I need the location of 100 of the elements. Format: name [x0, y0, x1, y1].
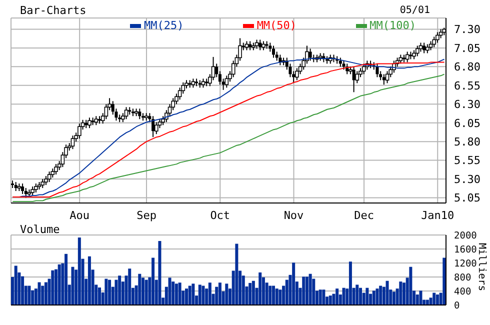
bar: [64, 254, 68, 305]
candlestick: [436, 32, 440, 44]
bar: [71, 266, 74, 305]
bar: [28, 286, 31, 305]
chart-title: Volume: [20, 223, 60, 236]
bar: [359, 288, 362, 305]
bar: [419, 290, 422, 305]
bar: [158, 240, 162, 305]
bar: [152, 258, 155, 305]
bar: [172, 282, 175, 305]
y-tick-label: 7.30: [454, 23, 480, 36]
bar: [188, 286, 192, 305]
bar: [432, 292, 436, 305]
y-tick-label: 5.30: [454, 172, 480, 186]
candlestick: [88, 117, 92, 129]
bar: [198, 284, 202, 305]
bar: [178, 282, 182, 305]
candlestick: [422, 42, 426, 54]
y-tick-label: 6.30: [454, 98, 480, 112]
text: 05/01: [400, 5, 430, 16]
candlestick: [432, 36, 436, 48]
bar: [144, 280, 148, 305]
bar: [142, 278, 144, 305]
y-tick-label: 5.55: [454, 154, 480, 168]
bar: [322, 290, 326, 305]
candlestick: [70, 135, 75, 150]
candlestick: [54, 164, 58, 176]
y-tick-label: 5.05: [454, 192, 480, 205]
candlestick: [415, 45, 420, 57]
bar: [356, 284, 359, 305]
bar: [366, 288, 369, 305]
bar: [275, 288, 278, 305]
x-tick-label: Sep: [136, 208, 156, 222]
bar: [138, 274, 142, 305]
chart-title: Bar-Charts: [20, 4, 86, 17]
y-tick-label: 6.05: [454, 116, 480, 130]
legend-label: MM(50): [256, 19, 297, 32]
x-tick-label: Aou: [70, 208, 90, 222]
x-tick-label: Jan10: [421, 208, 454, 222]
bar: [436, 294, 439, 305]
candlestick: [278, 54, 282, 66]
bar: [38, 282, 41, 305]
bar: [386, 280, 389, 305]
bar: [225, 284, 228, 305]
y-tick-label: 800: [454, 272, 472, 284]
bar: [128, 268, 132, 305]
bar: [31, 290, 34, 305]
bar: [328, 296, 332, 305]
candlestick: [258, 39, 262, 51]
bar: [416, 294, 419, 305]
bar: [44, 282, 48, 305]
bar: [305, 276, 308, 305]
bar: [185, 288, 188, 305]
bar: [302, 276, 306, 305]
bar: [336, 288, 339, 305]
bar: [118, 276, 122, 305]
bar: [41, 286, 44, 305]
candlestick: [382, 74, 386, 86]
candlestick: [362, 63, 366, 75]
bar: [376, 288, 379, 305]
bar: [88, 256, 91, 305]
bar: [252, 280, 255, 305]
candlestick: [376, 63, 379, 78]
y-tick-label: 5.80: [454, 135, 480, 148]
bar: [248, 282, 252, 305]
bar: [348, 262, 352, 305]
legend-label: MM(100): [368, 19, 416, 32]
candlestick: [352, 66, 356, 93]
bar: [308, 274, 312, 305]
bar: [108, 280, 112, 305]
candlestick: [47, 171, 52, 183]
y-tick-label: 6.80: [454, 60, 480, 74]
bar: [392, 292, 396, 305]
y-tick-label: 400: [454, 286, 472, 298]
y-tick-label: 2000: [454, 230, 478, 242]
candlestick: [308, 48, 312, 62]
x-tick-label: Nov: [284, 208, 304, 222]
bar: [292, 262, 296, 305]
x-tick-label: Oct: [210, 208, 230, 222]
candlestick: [124, 106, 128, 120]
bar: [278, 290, 282, 305]
bar: [98, 288, 101, 305]
candlestick: [152, 116, 155, 138]
bar: [379, 286, 382, 305]
bar: [78, 237, 81, 305]
bar: [104, 278, 108, 305]
bar: [235, 244, 238, 305]
bar: [442, 258, 446, 305]
bar: [14, 266, 18, 305]
y-tick-label: 0: [454, 300, 460, 312]
candlestick: [138, 108, 142, 120]
candlestick: [272, 45, 275, 58]
bar: [268, 286, 272, 305]
bar: [318, 290, 322, 305]
bar: [342, 288, 346, 305]
bar: [168, 278, 172, 305]
candlestick: [405, 51, 410, 63]
candlestick: [78, 123, 82, 140]
bar: [208, 282, 212, 305]
bar: [399, 282, 402, 305]
